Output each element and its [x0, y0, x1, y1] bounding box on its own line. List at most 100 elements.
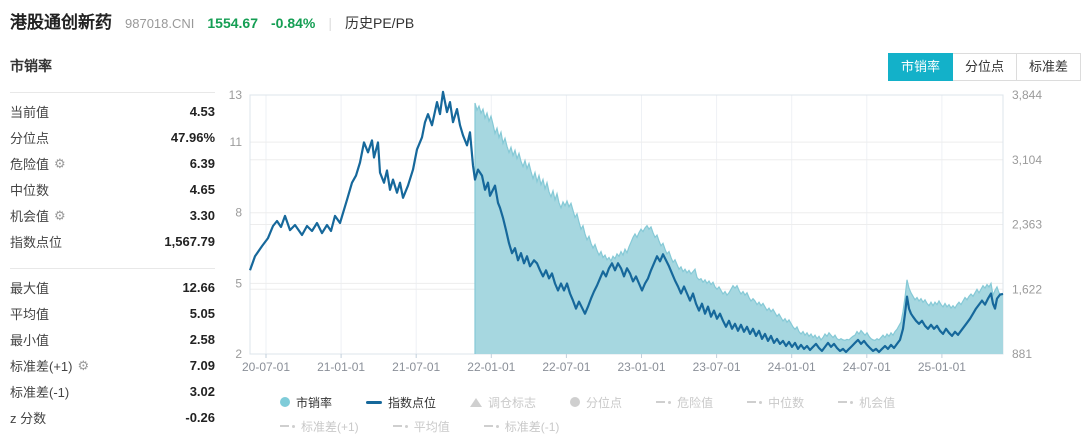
stddev-minus1-marker-icon: [483, 424, 499, 428]
y-left-label: 11: [230, 135, 243, 149]
index-change: -0.84%: [271, 15, 316, 31]
header-divider: |: [328, 15, 332, 31]
stat-row: 平均值 5.05: [10, 300, 215, 326]
metric-tab-group: 市销率 分位点 标准差: [887, 53, 1081, 81]
mean-marker-icon: [392, 424, 408, 428]
stat-value: 47.96%: [170, 129, 215, 145]
stats-sidebar: 当前值 4.53 分位点 47.96% 危险值 ⚙ 6.39 中位数 4.65 机会值 ⚙ 3.30 指…: [10, 92, 215, 430]
chart-legend: 市销率 指数点位 调仓标志 分位点 危险值 中位数 机会值 标准差(+1) 平均值 标准差(-1…: [250, 390, 1040, 438]
stat-value: 6.39: [189, 155, 215, 171]
opportunity-value-marker-icon: [838, 400, 854, 404]
stat-value: 5.05: [189, 305, 215, 321]
index-code: 987018.CNI: [125, 16, 195, 31]
legend-row-2: 标准差(+1) 平均值 标准差(-1): [250, 414, 1040, 438]
stat-label: 分位点: [10, 130, 50, 146]
y-left-label: 5: [235, 276, 242, 290]
x-axis-label: 24-01-01: [768, 360, 816, 374]
legend-item-opportunity-value[interactable]: 机会值: [838, 394, 895, 411]
legend-row-1: 市销率 指数点位 调仓标志 分位点 危险值 中位数 机会值: [250, 390, 1040, 414]
stat-label: 标准差(-1): [10, 384, 70, 400]
index-price: 1554.67: [207, 15, 258, 31]
tab-stddev[interactable]: 标准差: [1015, 53, 1081, 81]
legend-label: 指数点位: [388, 395, 437, 410]
stat-row: z 分数 -0.26: [10, 404, 215, 430]
history-pe-pb-link[interactable]: 历史PE/PB: [345, 15, 415, 31]
x-axis-label: 20-07-01: [242, 360, 290, 374]
x-axis-label: 24-07-01: [843, 360, 891, 374]
stddev-plus1-marker-icon: [280, 424, 295, 428]
stat-label: 中位数: [10, 182, 50, 198]
percentile-marker-icon: [570, 397, 581, 407]
legend-label: 分位点: [586, 395, 623, 410]
tab-ps-ratio[interactable]: 市销率: [887, 53, 953, 81]
x-axis-label: 23-07-01: [693, 360, 741, 374]
legend-item-mean[interactable]: 平均值: [392, 418, 450, 435]
median-marker-icon: [747, 400, 763, 404]
stat-row: 当前值 4.53: [10, 98, 215, 124]
stat-label: 平均值: [10, 306, 50, 322]
y-left-label: 2: [235, 347, 242, 361]
legend-label: 调仓标志: [488, 395, 537, 410]
x-axis-label: 21-07-01: [392, 360, 440, 374]
stat-row: 分位点 47.96%: [10, 124, 215, 150]
stat-label: 危险值 ⚙: [10, 155, 66, 172]
legend-item-rebalance-flag[interactable]: 调仓标志: [470, 394, 536, 411]
stat-group-current: 当前值 4.53 分位点 47.96% 危险值 ⚙ 6.39 中位数 4.65 机会值 ⚙ 3.30 指…: [10, 92, 215, 254]
stat-row: 最小值 2.58: [10, 326, 215, 352]
y-left-label: 8: [235, 206, 242, 220]
stat-label: 指数点位: [10, 234, 63, 250]
stat-label: 机会值 ⚙: [10, 207, 66, 224]
stat-value: 2.58: [189, 331, 215, 347]
legend-item-percentile[interactable]: 分位点: [570, 394, 622, 411]
stat-row: 最大值 12.66: [10, 274, 215, 300]
stat-row: 指数点位 1,567.79: [10, 228, 215, 254]
stat-label: 当前值: [10, 104, 50, 120]
tab-percentile[interactable]: 分位点: [951, 53, 1017, 81]
gear-icon[interactable]: ⚙: [77, 357, 90, 373]
y-right-label: 3,844: [1012, 88, 1042, 102]
ps-ratio-marker-icon: [280, 397, 290, 407]
stat-row: 机会值 ⚙ 3.30: [10, 202, 215, 228]
stat-group-history: 最大值 12.66 平均值 5.05 最小值 2.58 标准差(+1) ⚙ 7.09 标准差(-1…: [10, 268, 215, 430]
legend-item-stddev-plus1[interactable]: 标准差(+1): [280, 418, 359, 435]
legend-item-index-level[interactable]: 指数点位: [366, 394, 436, 411]
x-axis-label: 25-01-01: [918, 360, 966, 374]
danger-value-marker-icon: [656, 400, 672, 404]
gear-icon[interactable]: ⚙: [54, 207, 66, 223]
legend-label: 中位数: [768, 395, 805, 410]
index-level-marker-icon: [366, 400, 383, 404]
stat-value: 7.09: [189, 357, 215, 373]
y-left-label: 13: [229, 88, 243, 102]
rebalance-flag-marker-icon: [470, 397, 483, 407]
legend-label: 市销率: [296, 395, 333, 410]
stat-value: 3.02: [189, 383, 215, 399]
stat-label: 最小值: [10, 332, 50, 348]
stat-row: 危险值 ⚙ 6.39: [10, 150, 215, 176]
header: 港股通创新药 987018.CNI 1554.67 -0.84% | 历史PE/…: [10, 8, 414, 33]
x-axis-label: 21-01-01: [317, 360, 365, 374]
y-right-label: 2,363: [1012, 218, 1042, 232]
legend-item-ps-ratio[interactable]: 市销率: [280, 394, 332, 411]
stat-row: 标准差(+1) ⚙ 7.09: [10, 352, 215, 378]
legend-label: 危险值: [677, 395, 714, 410]
stat-row: 中位数 4.65: [10, 176, 215, 202]
stat-value: 3.30: [189, 207, 215, 223]
stat-value: -0.26: [185, 409, 215, 425]
legend-item-stddev-minus1[interactable]: 标准差(-1): [483, 418, 560, 435]
y-right-label: 1,622: [1012, 282, 1042, 296]
legend-label: 标准差(+1): [301, 419, 359, 434]
stat-value: 4.65: [189, 181, 215, 197]
section-title: 市销率: [10, 58, 52, 74]
legend-item-median[interactable]: 中位数: [747, 394, 804, 411]
gear-icon[interactable]: ⚙: [54, 155, 66, 171]
y-right-label: 881: [1012, 347, 1032, 361]
x-axis-label: 23-01-01: [617, 360, 665, 374]
legend-label: 标准差(-1): [504, 419, 560, 434]
legend-label: 平均值: [413, 419, 450, 434]
legend-item-danger-value[interactable]: 危险值: [656, 394, 713, 411]
legend-label: 机会值: [859, 395, 896, 410]
stat-value: 12.66: [182, 279, 215, 295]
stat-value: 1,567.79: [164, 233, 215, 249]
